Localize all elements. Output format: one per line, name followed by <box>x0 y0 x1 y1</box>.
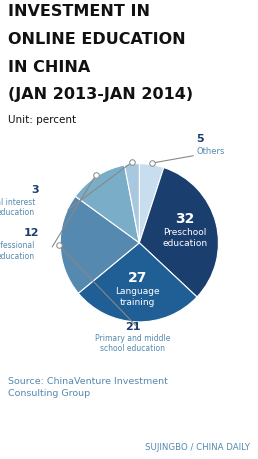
Text: Source: ChinaVenture Investment
Consulting Group: Source: ChinaVenture Investment Consulti… <box>8 376 168 397</box>
Text: 21: 21 <box>125 322 141 332</box>
Text: Unit: percent: Unit: percent <box>8 114 76 124</box>
Text: Professional
education: Professional education <box>0 241 35 260</box>
Text: Others: Others <box>196 147 225 156</box>
Text: Preschool
education: Preschool education <box>163 228 208 247</box>
Text: INVESTMENT IN: INVESTMENT IN <box>8 5 150 19</box>
Text: (JAN 2013-JAN 2014): (JAN 2013-JAN 2014) <box>8 87 193 102</box>
Wedge shape <box>78 243 197 322</box>
Wedge shape <box>139 164 164 243</box>
Wedge shape <box>139 168 219 297</box>
Text: IN CHINA: IN CHINA <box>8 60 90 74</box>
Wedge shape <box>125 164 139 243</box>
Text: 12: 12 <box>23 228 39 238</box>
Text: 27: 27 <box>128 270 148 284</box>
Text: SUJINGBO / CHINA DAILY: SUJINGBO / CHINA DAILY <box>145 442 250 451</box>
Text: Language
training: Language training <box>116 287 160 307</box>
Wedge shape <box>60 197 139 294</box>
Text: ONLINE EDUCATION: ONLINE EDUCATION <box>8 32 185 47</box>
Text: General interest
education: General interest education <box>0 197 35 217</box>
Text: 5: 5 <box>196 134 204 144</box>
Text: 3: 3 <box>31 185 39 194</box>
Wedge shape <box>75 166 139 243</box>
Text: 32: 32 <box>176 211 195 225</box>
Text: Primary and middle
school education: Primary and middle school education <box>95 333 171 353</box>
